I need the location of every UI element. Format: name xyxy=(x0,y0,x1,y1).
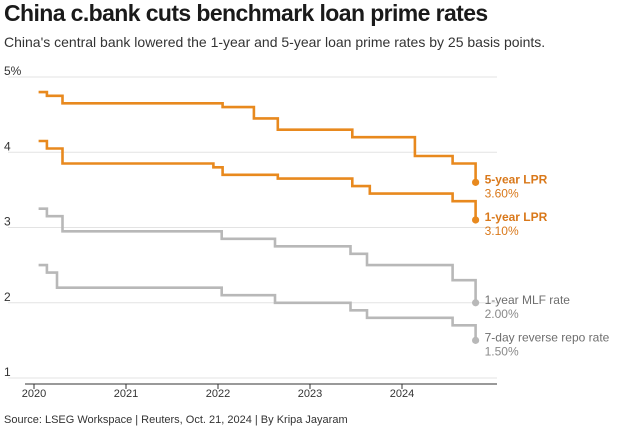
series-value-label: 3.60% xyxy=(485,186,519,200)
y-tick-label: 1 xyxy=(4,365,11,379)
x-tick-label: 2023 xyxy=(298,388,322,400)
series-label: 1-year LPR xyxy=(485,210,548,224)
series-line xyxy=(38,90,477,183)
series-line xyxy=(38,263,477,341)
series-end-point xyxy=(472,178,480,186)
y-tick-label: 3 xyxy=(4,215,11,229)
series-line xyxy=(38,207,477,303)
series-label: 7-day reverse repo rate xyxy=(485,330,610,344)
series-value-label: 1.50% xyxy=(485,344,519,358)
chart-title: China c.bank cuts benchmark loan prime r… xyxy=(4,0,488,26)
series-end-point xyxy=(472,336,480,344)
x-tick-label: 2021 xyxy=(114,388,138,400)
series-end-point xyxy=(472,299,480,307)
chart-subtitle: China's central bank lowered the 1-year … xyxy=(4,34,546,50)
series-label: 5-year LPR xyxy=(485,172,548,186)
y-tick-label: 4 xyxy=(4,139,11,153)
x-tick-label: 2022 xyxy=(206,388,230,400)
x-tick-label: 2020 xyxy=(22,388,46,400)
series-value-label: 3.10% xyxy=(485,224,519,238)
y-tick-label: 2 xyxy=(4,290,11,304)
series-label: 1-year MLF rate xyxy=(485,293,571,307)
source-note: Source: LSEG Workspace | Reuters, Oct. 2… xyxy=(4,414,348,426)
series-end-point xyxy=(472,216,480,224)
y-tick-label: 5% xyxy=(4,64,22,78)
series-line xyxy=(38,139,477,220)
series-value-label: 2.00% xyxy=(485,307,519,321)
x-tick-label: 2024 xyxy=(390,388,414,400)
